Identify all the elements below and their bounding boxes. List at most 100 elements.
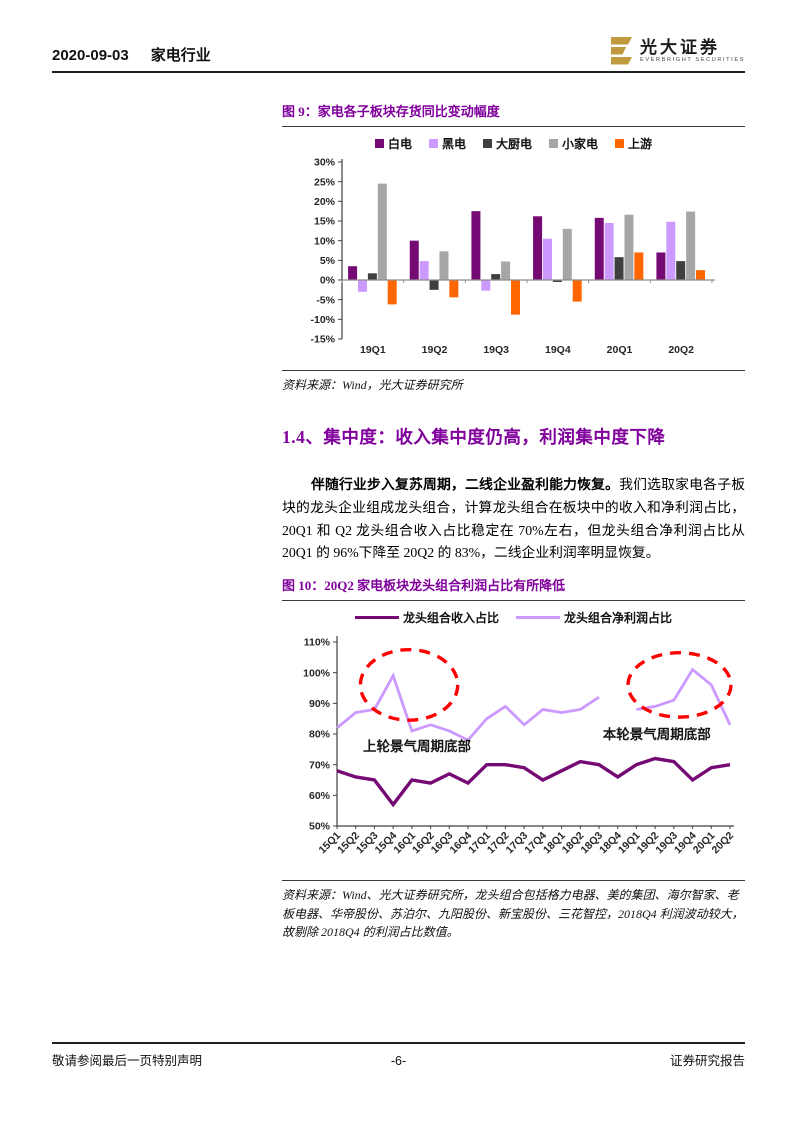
- brand-text: 光大证券 EVERBRIGHT SECURITIES: [640, 39, 745, 64]
- svg-text:15%: 15%: [314, 216, 336, 228]
- svg-text:-5%: -5%: [316, 295, 335, 307]
- header-left: 2020-09-03 家电行业: [52, 44, 211, 67]
- legend-item: 白电: [374, 135, 412, 152]
- legend-label: 黑电: [441, 137, 466, 152]
- svg-text:19Q1: 19Q1: [360, 344, 386, 356]
- legend-swatch-icon: [549, 139, 558, 149]
- bar-白电-19Q3: [471, 211, 481, 281]
- bar-大厨电-20Q2: [676, 261, 686, 281]
- svg-text:20Q2: 20Q2: [668, 344, 694, 356]
- series-line-1: [636, 667, 732, 726]
- svg-text:20Q1: 20Q1: [607, 344, 633, 356]
- figure-9-source: 资料来源：Wind，光大证券研究所: [282, 370, 745, 395]
- figure-10: 图 10：20Q2 家电板块龙头组合利润占比有所降低 龙头组合收入占比 龙头组合净…: [282, 578, 745, 942]
- legend-label: 白电: [387, 137, 412, 152]
- bar-大厨电-19Q3: [491, 274, 501, 281]
- bar-上游-19Q3: [511, 280, 521, 315]
- bar-上游-19Q4: [572, 280, 582, 302]
- paragraph-body: 我们选取家电各子板块的龙头企业组成龙头组合，计算龙头组合在板块中的收入和净利润占…: [282, 476, 745, 561]
- figure-9: 图 9：家电各子板块存货同比变动幅度 白电 黑电 大厨电 小家电 上游 30% 25% 20…: [282, 104, 745, 395]
- bar-小家电-19Q3: [501, 261, 511, 281]
- legend-item: 小家电: [549, 135, 598, 152]
- svg-text:20Q2: 20Q2: [709, 830, 736, 857]
- paragraph-lead: 伴随行业步入复苏周期，二线企业盈利能力恢复。: [310, 476, 620, 492]
- bar-上游-20Q1: [634, 252, 644, 281]
- bar-黑电-20Q1: [604, 223, 614, 281]
- svg-text:110%: 110%: [304, 637, 331, 649]
- bar-小家电-19Q1: [377, 183, 387, 281]
- figure-9-title: 图 9：家电各子板块存货同比变动幅度: [282, 104, 745, 128]
- brand-name-cn: 光大证券: [640, 38, 720, 58]
- report-date: 2020-09-03: [52, 47, 129, 64]
- svg-text:90%: 90%: [309, 698, 331, 710]
- footer-report-type: 证券研究报告: [669, 1054, 745, 1068]
- svg-text:25%: 25%: [314, 177, 336, 189]
- svg-text:70%: 70%: [309, 760, 331, 772]
- svg-text:10%: 10%: [314, 236, 336, 248]
- bar-黑电-20Q2: [666, 222, 676, 281]
- series-line-0: [336, 757, 731, 808]
- body-paragraph: 伴随行业步入复苏周期，二线企业盈利能力恢复。我们选取家电各子板块的龙头企业组成龙…: [282, 474, 745, 566]
- chart-annotation-1: 本轮景气周期底部: [603, 726, 711, 742]
- legend-item: 龙头组合收入占比: [354, 609, 499, 626]
- page-footer: 敬请参阅最后一页特别声明 -6- 证券研究报告: [52, 1042, 745, 1069]
- bar-小家电-20Q1: [624, 214, 634, 281]
- bar-上游-19Q2: [449, 280, 459, 298]
- series-line-1: [336, 672, 600, 743]
- svg-text:20%: 20%: [314, 196, 336, 208]
- brand-logo: 光大证券 EVERBRIGHT SECURITIES: [608, 36, 745, 67]
- section-heading: 1.4、集中度：收入集中度仍高，利润集中度下降: [282, 427, 666, 447]
- figure-10-source: 资料来源：Wind、光大证券研究所，龙头组合包括格力电器、美的集团、海尔智家、老…: [282, 880, 745, 942]
- bar-白电-19Q2: [409, 240, 419, 281]
- svg-text:30%: 30%: [314, 157, 336, 169]
- page-number: -6-: [390, 1054, 407, 1068]
- legend-swatch-icon: [354, 616, 399, 620]
- legend-swatch-icon: [374, 139, 384, 149]
- legend-item: 上游: [615, 135, 652, 152]
- svg-text:-15%: -15%: [310, 334, 335, 346]
- legend-item: 黑电: [428, 135, 466, 152]
- page-header: 2020-09-03 家电行业 光大证券 EVERBRIGHT SECURITI…: [52, 36, 745, 73]
- bar-黑电-19Q2: [419, 261, 429, 281]
- bar-小家电-19Q2: [439, 251, 449, 281]
- bar-大厨电-19Q2: [429, 280, 439, 291]
- figure-10-title: 图 10：20Q2 家电板块龙头组合利润占比有所降低: [282, 578, 745, 602]
- svg-text:0%: 0%: [320, 275, 336, 287]
- figure-9-legend: 白电 黑电 大厨电 小家电 上游: [282, 135, 745, 152]
- brand-name-en: EVERBRIGHT SECURITIES: [640, 57, 745, 64]
- legend-swatch-icon: [615, 139, 625, 149]
- legend-swatch-icon: [428, 139, 438, 149]
- legend-item: 龙头组合净利润占比: [516, 609, 672, 626]
- bar-上游-19Q1: [387, 280, 397, 305]
- bar-白电-20Q2: [656, 252, 666, 281]
- legend-label: 上游: [628, 137, 653, 152]
- legend-swatch-icon: [482, 139, 492, 149]
- legend-label: 龙头组合收入占比: [402, 611, 499, 626]
- highlight-ellipse-1: [626, 651, 733, 720]
- highlight-ellipse-0: [358, 648, 460, 723]
- legend-swatch-icon: [516, 616, 560, 620]
- bar-小家电-20Q2: [686, 211, 696, 281]
- svg-text:5%: 5%: [320, 255, 336, 267]
- legend-label: 小家电: [562, 137, 599, 152]
- svg-text:19Q4: 19Q4: [545, 344, 571, 356]
- bar-黑电-19Q1: [357, 280, 367, 293]
- everbright-logo-icon: [611, 37, 632, 65]
- svg-text:19Q3: 19Q3: [483, 344, 509, 356]
- industry-name: 家电行业: [150, 47, 211, 64]
- bar-黑电-19Q4: [542, 238, 552, 281]
- bar-白电-20Q1: [594, 218, 604, 281]
- chart-annotation-0: 上轮景气周期底部: [363, 738, 471, 754]
- legend-label: 龙头组合净利润占比: [564, 611, 673, 626]
- svg-text:-10%: -10%: [310, 314, 335, 326]
- bar-白电-19Q4: [533, 216, 543, 281]
- bar-黑电-19Q3: [481, 280, 491, 291]
- svg-text:60%: 60%: [309, 790, 331, 802]
- legend-item: 大厨电: [482, 135, 532, 152]
- bar-大厨电-19Q4: [552, 280, 562, 283]
- bar-小家电-19Q4: [562, 229, 572, 281]
- svg-text:100%: 100%: [303, 668, 331, 680]
- figure-10-legend: 龙头组合收入占比 龙头组合净利润占比: [282, 609, 745, 626]
- svg-text:50%: 50%: [309, 821, 331, 833]
